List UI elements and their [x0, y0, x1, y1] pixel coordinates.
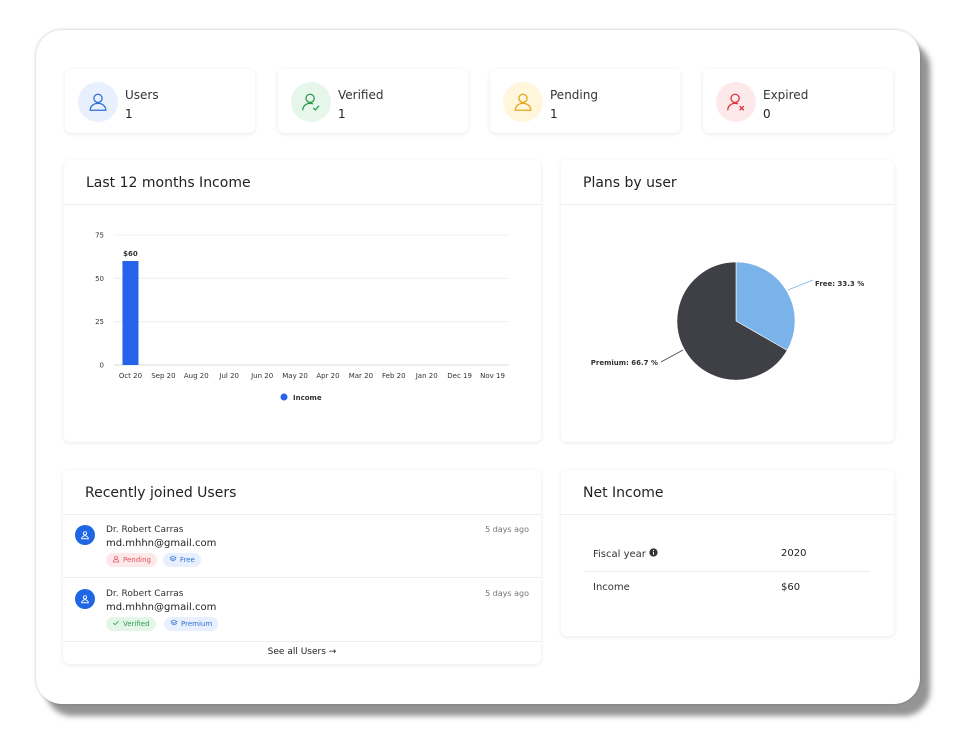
joined-time: 5 days ago	[485, 525, 529, 534]
status-badge: Verified	[106, 617, 156, 631]
income-chart-card: Last 12 months Income 0 25 50 75 Oct 20 Sep …	[64, 160, 541, 442]
card-title: Last 12 months Income	[86, 175, 251, 191]
x-tick-label: May 20	[282, 372, 308, 380]
y-tick-label: 75	[95, 232, 104, 240]
list-item[interactable]: Dr. Robert Carras md.mhhn@gmail.com 5 da…	[63, 517, 541, 581]
info-icon[interactable]	[649, 548, 658, 560]
income-label: Income	[593, 582, 630, 593]
fiscal-year-text: Fiscal year	[593, 548, 646, 560]
divider	[63, 577, 541, 578]
user-name[interactable]: Dr. Robert Carras	[106, 525, 184, 535]
divider	[63, 641, 541, 642]
free-leader-line	[787, 279, 814, 291]
plan-badge-label: Free	[180, 556, 195, 564]
x-tick-label: Jun 20	[250, 372, 273, 380]
user-name[interactable]: Dr. Robert Carras	[106, 589, 184, 599]
user-email: md.mhhn@gmail.com	[106, 602, 217, 613]
joined-time: 5 days ago	[485, 589, 529, 598]
card-title: Net Income	[583, 485, 664, 501]
fiscal-year-value: 2020	[781, 548, 807, 559]
list-item[interactable]: Dr. Robert Carras md.mhhn@gmail.com 5 da…	[63, 581, 541, 645]
layers-icon	[170, 619, 178, 629]
x-tick-label: Nov 19	[480, 372, 505, 380]
divider	[585, 571, 870, 572]
see-all-users-link[interactable]: See all Users →	[267, 647, 337, 657]
x-tick-label: Mar 20	[349, 372, 373, 380]
x-tick-label: Dec 19	[447, 372, 472, 380]
x-tick-label: Apr 20	[316, 372, 339, 380]
layers-icon	[169, 555, 177, 565]
stat-value: 0	[763, 107, 771, 121]
income-bar-chart: 0 25 50 75 Oct 20 Sep 20 Aug 20 Jul 20 Jun 20 Ma…	[95, 232, 509, 402]
stat-label: Expired	[763, 88, 809, 102]
check-icon	[112, 619, 120, 629]
stat-value: 1	[125, 107, 133, 121]
x-tick-label: Oct 20	[119, 372, 142, 380]
stat-card-users[interactable]: Users 1	[65, 69, 255, 133]
premium-leader-line	[660, 349, 684, 363]
legend-label[interactable]: Income	[293, 394, 322, 402]
stat-card-verified[interactable]: Verified 1	[278, 69, 468, 133]
divider	[63, 514, 541, 515]
plan-badge: Free	[163, 553, 201, 567]
stat-label: Pending	[550, 88, 598, 102]
avatar-icon	[75, 589, 95, 609]
y-tick-label: 25	[95, 318, 104, 326]
card-title: Plans by user	[583, 175, 677, 191]
user-check-icon	[291, 82, 331, 122]
status-badge-label: Pending	[123, 556, 151, 564]
pie-label-premium: Premium: 66.7 %	[591, 359, 658, 367]
card-title: Recently joined Users	[85, 485, 237, 501]
stat-label: Users	[125, 88, 159, 102]
stat-value: 1	[338, 107, 346, 121]
legend-marker	[280, 393, 288, 401]
income-value: $60	[781, 582, 801, 593]
income-bar[interactable]	[122, 261, 139, 365]
status-badge: Pending	[106, 553, 157, 567]
status-badge-label: Verified	[123, 620, 150, 628]
recent-users-card: Recently joined Users Dr. Robert Carras …	[63, 470, 541, 664]
x-tick-label: Aug 20	[184, 372, 209, 380]
plan-badge: Premium	[164, 617, 219, 631]
y-tick-label: 50	[95, 275, 104, 283]
divider	[64, 204, 541, 205]
y-tick-label: 0	[100, 362, 104, 370]
divider	[561, 204, 894, 205]
avatar-icon	[75, 525, 95, 545]
net-income-card: Net Income Fiscal year 2020 Income $60	[561, 470, 894, 636]
user-email: md.mhhn@gmail.com	[106, 538, 217, 549]
stat-card-pending[interactable]: Pending 1	[490, 69, 680, 133]
x-tick-label: Jan 20	[415, 372, 438, 380]
user-clock-icon	[112, 555, 120, 565]
plans-chart-card: Plans by user Free: 33.3 % Premium: 66.7…	[561, 160, 894, 442]
plans-pie-chart: Free: 33.3 % Premium: 66.7 %	[591, 261, 864, 381]
x-tick-label: Sep 20	[151, 372, 175, 380]
plan-badge-label: Premium	[181, 620, 213, 628]
user-icon	[78, 82, 118, 122]
bar-data-label: $60	[123, 250, 138, 258]
fiscal-year-label: Fiscal year	[593, 548, 658, 560]
pie-label-free: Free: 33.3 %	[815, 280, 864, 288]
pie-slice-premium[interactable]	[676, 261, 788, 381]
x-tick-label: Feb 20	[382, 372, 406, 380]
x-tick-label: Jul 20	[218, 372, 239, 380]
stat-card-expired[interactable]: Expired 0	[703, 69, 893, 133]
divider	[561, 514, 894, 515]
pie-slice-free[interactable]	[735, 261, 796, 351]
stat-label: Verified	[338, 88, 384, 102]
user-clock-icon	[503, 82, 543, 122]
user-x-icon	[716, 82, 756, 122]
stat-value: 1	[550, 107, 558, 121]
